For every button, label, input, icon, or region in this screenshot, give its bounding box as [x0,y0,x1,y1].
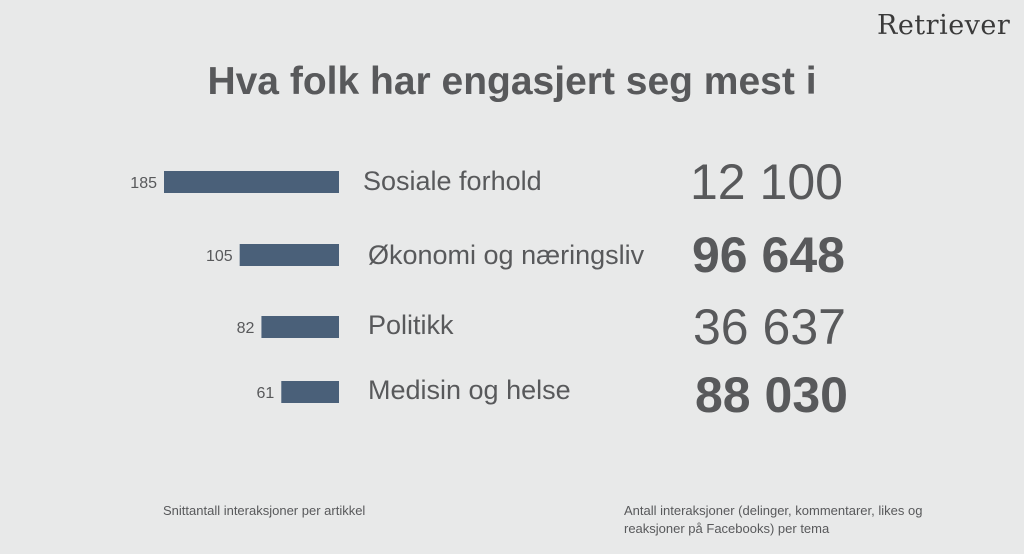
bar [261,316,339,338]
retriever-logo: Retriever [877,10,1011,41]
bar-value-label: 105 [206,248,233,265]
bar [281,381,339,403]
chart-title: Hva folk har engasjert seg mest i [207,60,817,103]
total-value: 36 637 [693,299,846,355]
left-footnote: Snittantall interaksjoner per artikkel [163,503,366,518]
total-value: 96 648 [692,227,845,283]
bar-value-label: 185 [130,175,157,192]
category-label: Medisin og helse [368,375,571,405]
category-label: Økonomi og næringsliv [368,240,645,270]
bar [239,244,339,266]
bar-value-label: 82 [237,320,255,337]
total-value: 88 030 [695,367,848,423]
right-footnote: Antall interaksjoner (delinger, kommenta… [624,503,923,536]
bar [164,171,339,193]
total-value: 12 100 [690,154,843,210]
category-label: Politikk [368,310,454,340]
category-label: Sosiale forhold [363,166,542,196]
bar-value-label: 61 [257,385,275,402]
